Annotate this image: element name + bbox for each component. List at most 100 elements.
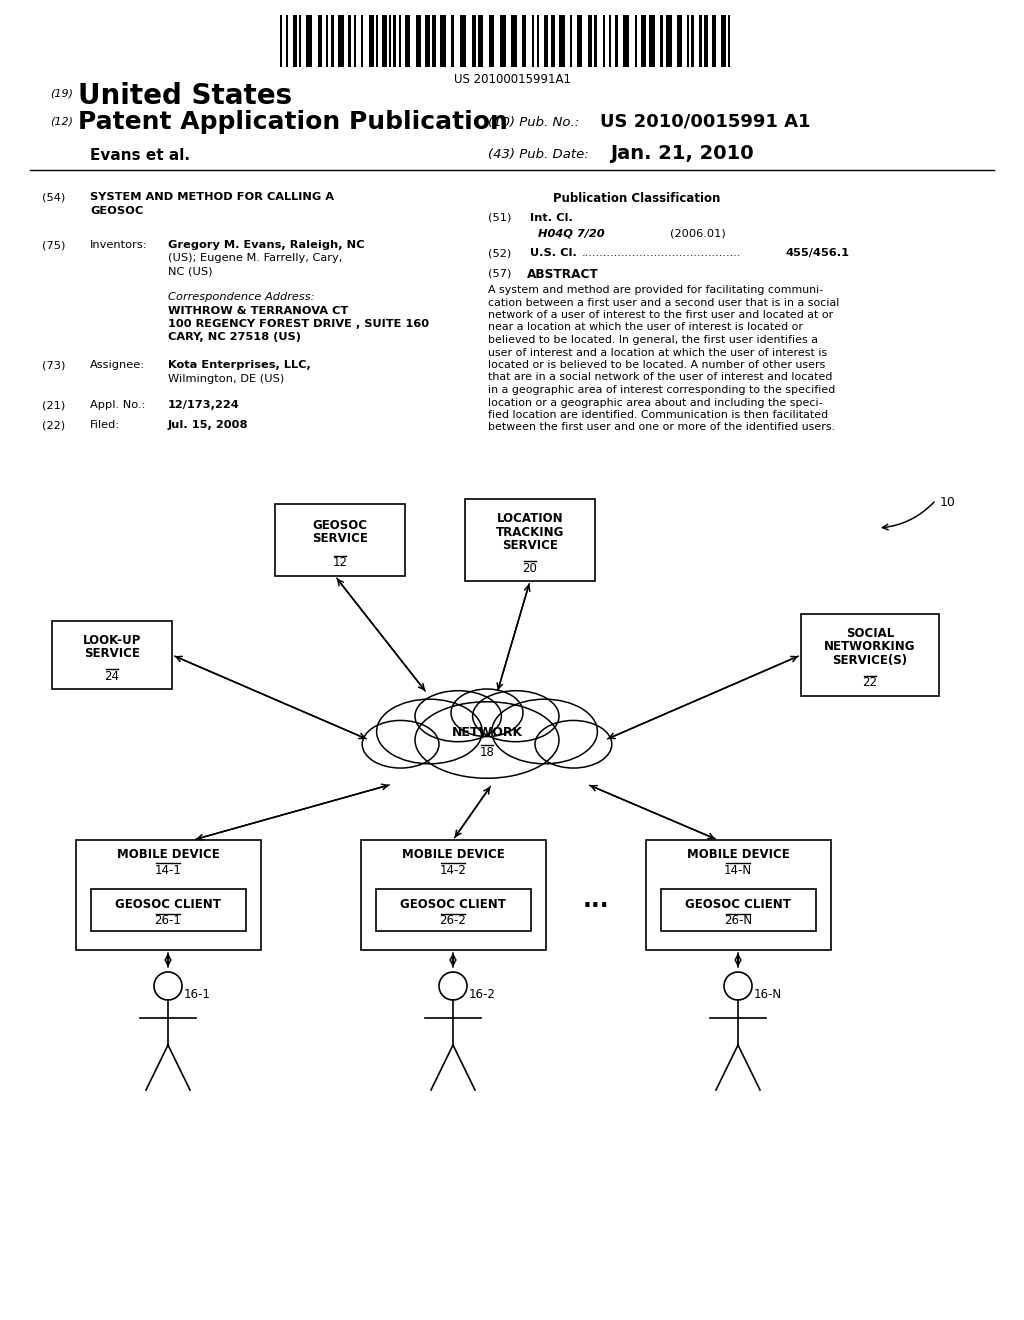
Ellipse shape bbox=[377, 700, 482, 764]
Text: (51): (51) bbox=[488, 213, 511, 223]
Bar bbox=[570, 15, 572, 67]
Bar bbox=[691, 15, 694, 67]
Ellipse shape bbox=[473, 690, 559, 742]
Bar bbox=[52, 620, 172, 689]
Circle shape bbox=[154, 972, 182, 1001]
Text: (US); Eugene M. Farrelly, Cary,: (US); Eugene M. Farrelly, Cary, bbox=[168, 253, 342, 263]
Text: 26-N: 26-N bbox=[724, 915, 752, 928]
Text: Appl. No.:: Appl. No.: bbox=[90, 400, 145, 411]
Text: 26-2: 26-2 bbox=[439, 915, 467, 928]
Text: (75): (75) bbox=[42, 240, 66, 249]
Text: 16-1: 16-1 bbox=[184, 987, 211, 1001]
Text: WITHROW & TERRANOVA CT: WITHROW & TERRANOVA CT bbox=[168, 306, 348, 315]
Text: TRACKING: TRACKING bbox=[496, 525, 564, 539]
Text: GEOSOC: GEOSOC bbox=[90, 206, 143, 216]
Bar bbox=[551, 15, 555, 67]
Text: 16-2: 16-2 bbox=[469, 987, 496, 1001]
Text: Kota Enterprises, LLC,: Kota Enterprises, LLC, bbox=[168, 360, 311, 370]
Text: MOBILE DEVICE: MOBILE DEVICE bbox=[687, 849, 790, 862]
Bar bbox=[603, 15, 605, 67]
Bar bbox=[280, 15, 282, 67]
Bar bbox=[326, 15, 328, 67]
Text: US 2010/0015991 A1: US 2010/0015991 A1 bbox=[600, 112, 811, 129]
Bar bbox=[393, 15, 396, 67]
Bar bbox=[801, 614, 939, 696]
Text: that are in a social network of the user of interest and located: that are in a social network of the user… bbox=[488, 372, 833, 383]
Bar bbox=[465, 499, 595, 581]
Text: GEOSOC CLIENT: GEOSOC CLIENT bbox=[400, 899, 506, 912]
Text: United States: United States bbox=[78, 82, 292, 110]
Text: 14-2: 14-2 bbox=[439, 863, 467, 876]
Ellipse shape bbox=[535, 721, 611, 768]
Bar bbox=[318, 15, 322, 67]
Bar bbox=[275, 504, 406, 576]
Text: MOBILE DEVICE: MOBILE DEVICE bbox=[401, 849, 505, 862]
Text: Jan. 21, 2010: Jan. 21, 2010 bbox=[610, 144, 754, 162]
Text: 455/456.1: 455/456.1 bbox=[785, 248, 849, 257]
Text: NC (US): NC (US) bbox=[168, 267, 213, 276]
Text: SERVICE: SERVICE bbox=[84, 647, 140, 660]
Bar bbox=[432, 15, 436, 67]
Bar bbox=[338, 15, 344, 67]
Text: fied location are identified. Communication is then facilitated: fied location are identified. Communicat… bbox=[488, 411, 828, 420]
Text: Gregory M. Evans, Raleigh, NC: Gregory M. Evans, Raleigh, NC bbox=[168, 240, 365, 249]
Bar bbox=[478, 15, 483, 67]
Bar bbox=[660, 888, 815, 931]
Text: network of a user of interest to the first user and located at or: network of a user of interest to the fir… bbox=[488, 310, 834, 319]
Text: 24: 24 bbox=[104, 669, 120, 682]
Text: MOBILE DEVICE: MOBILE DEVICE bbox=[117, 849, 219, 862]
Bar bbox=[399, 15, 401, 67]
Text: ...: ... bbox=[583, 888, 609, 912]
Text: Correspondence Address:: Correspondence Address: bbox=[168, 292, 314, 302]
Text: LOCATION: LOCATION bbox=[497, 512, 563, 525]
Text: (19): (19) bbox=[50, 88, 73, 98]
Bar bbox=[687, 15, 689, 67]
Text: Int. Cl.: Int. Cl. bbox=[530, 213, 572, 223]
Text: (43) Pub. Date:: (43) Pub. Date: bbox=[488, 148, 589, 161]
Text: 20: 20 bbox=[522, 561, 538, 574]
Bar bbox=[559, 15, 565, 67]
Bar bbox=[522, 15, 526, 67]
Bar bbox=[286, 15, 288, 67]
Text: (10) Pub. No.:: (10) Pub. No.: bbox=[488, 116, 580, 129]
Text: US 20100015991A1: US 20100015991A1 bbox=[454, 73, 570, 86]
Text: NETWORK: NETWORK bbox=[452, 726, 522, 738]
Bar bbox=[594, 15, 597, 67]
Bar bbox=[306, 15, 312, 67]
Text: H04Q 7/20: H04Q 7/20 bbox=[538, 228, 604, 238]
Bar bbox=[721, 15, 726, 67]
Text: cation between a first user and a second user that is in a social: cation between a first user and a second… bbox=[488, 297, 840, 308]
Text: (22): (22) bbox=[42, 420, 66, 430]
Text: NETWORKING: NETWORKING bbox=[824, 640, 915, 653]
Text: 18: 18 bbox=[479, 746, 495, 759]
Bar bbox=[666, 15, 672, 67]
Text: Filed:: Filed: bbox=[90, 420, 120, 430]
Bar bbox=[577, 15, 582, 67]
Bar bbox=[348, 15, 351, 67]
Bar bbox=[360, 840, 546, 950]
Ellipse shape bbox=[362, 721, 439, 768]
Bar bbox=[460, 15, 466, 67]
Text: between the first user and one or more of the identified users.: between the first user and one or more o… bbox=[488, 422, 835, 433]
Bar bbox=[588, 15, 592, 67]
Bar bbox=[615, 15, 618, 67]
Bar bbox=[645, 840, 830, 950]
Ellipse shape bbox=[415, 702, 559, 779]
Bar bbox=[376, 888, 530, 931]
Bar bbox=[705, 15, 708, 67]
Text: GEOSOC: GEOSOC bbox=[312, 519, 368, 532]
Circle shape bbox=[724, 972, 752, 1001]
Text: (21): (21) bbox=[42, 400, 66, 411]
Bar bbox=[361, 15, 362, 67]
Text: A system and method are provided for facilitating communi-: A system and method are provided for fac… bbox=[488, 285, 823, 294]
Text: 12/173,224: 12/173,224 bbox=[168, 400, 240, 411]
Text: 12: 12 bbox=[333, 557, 347, 569]
Text: (57): (57) bbox=[488, 268, 511, 279]
Text: Wilmington, DE (US): Wilmington, DE (US) bbox=[168, 374, 285, 384]
Text: 22: 22 bbox=[862, 676, 878, 689]
Text: (12): (12) bbox=[50, 116, 73, 125]
Text: 100 REGENCY FOREST DRIVE , SUITE 160: 100 REGENCY FOREST DRIVE , SUITE 160 bbox=[168, 319, 429, 329]
Bar bbox=[416, 15, 421, 67]
Text: believed to be located. In general, the first user identifies a: believed to be located. In general, the … bbox=[488, 335, 818, 345]
Text: SYSTEM AND METHOD FOR CALLING A: SYSTEM AND METHOD FOR CALLING A bbox=[90, 191, 334, 202]
